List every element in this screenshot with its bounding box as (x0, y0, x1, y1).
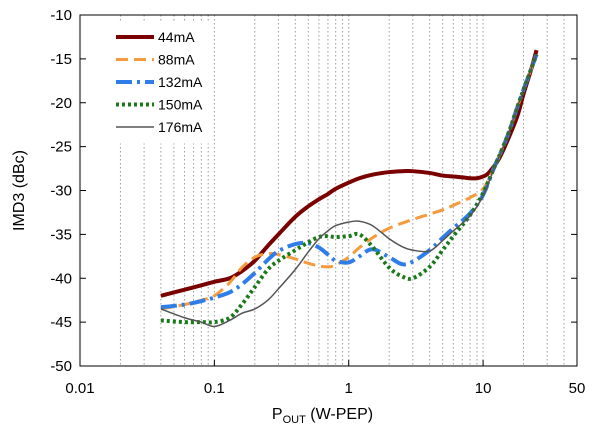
x-tick-label: 10 (475, 380, 492, 397)
y-tick-label: -50 (50, 358, 72, 375)
x-axis-label-sub: OUT (283, 414, 307, 426)
y-tick-label: -40 (50, 270, 72, 287)
x-tick-label: 50 (569, 380, 586, 397)
x-axis-label-rest: (W-PEP) (306, 406, 373, 423)
plot-series (160, 49, 539, 328)
x-axis-label-main: P (272, 406, 283, 423)
legend-label: 176mA (158, 119, 203, 135)
legend-label: 150mA (158, 97, 203, 113)
series-line-176mA (160, 54, 538, 328)
legend-label: 88mA (158, 52, 195, 68)
y-tick-label: -20 (50, 95, 72, 112)
y-tick-label: -45 (50, 314, 72, 331)
y-axis-label: IMD3 (dBc) (11, 150, 28, 231)
x-tick-label: 0.1 (204, 380, 225, 397)
x-tick-label: 0.01 (65, 380, 94, 397)
legend-label: 132mA (158, 74, 203, 90)
y-tick-label: -15 (50, 51, 72, 68)
y-tick-label: -35 (50, 226, 72, 243)
axis-ticks: -10 -15 -20 -25 -30 -35 -40 -45 -50 0.01 0.1 1 10 50 (50, 7, 585, 397)
x-tick-label: 1 (345, 380, 353, 397)
x-axis-label: POUT (W-PEP) (272, 406, 373, 426)
y-tick-label: -25 (50, 139, 72, 156)
grid-lines (119, 15, 565, 366)
legend: 44mA 88mA 132mA 150mA 176mA (96, 23, 211, 144)
y-tick-label: -30 (50, 183, 72, 200)
y-tick-label: -10 (50, 7, 72, 24)
legend-label: 44mA (158, 29, 195, 45)
